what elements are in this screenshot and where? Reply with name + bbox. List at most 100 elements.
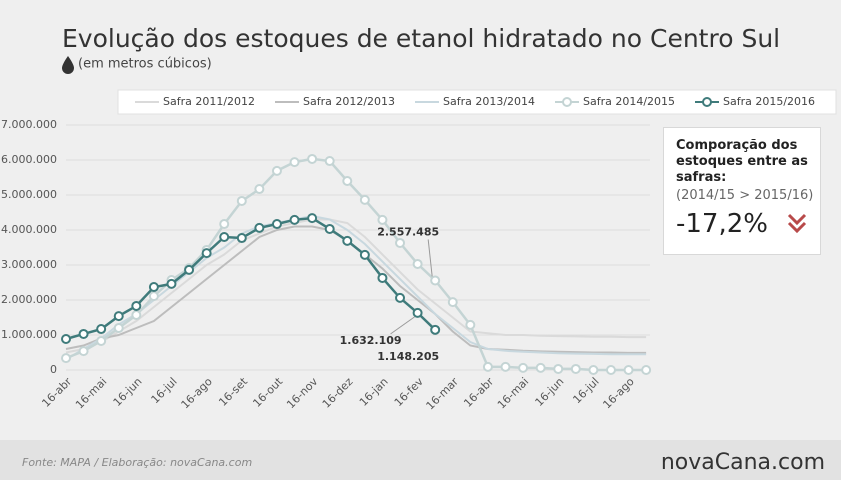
y-tick-label: 4.000.000 — [1, 223, 57, 236]
logo: novaCana.com — [661, 450, 825, 475]
leader-line — [390, 316, 415, 335]
data-point — [500, 361, 511, 372]
data-point — [219, 219, 230, 230]
series-line — [65, 157, 647, 372]
data-point — [184, 264, 195, 275]
data-point — [166, 278, 177, 289]
x-tick-label: 16-abr — [461, 375, 496, 410]
data-point — [359, 194, 370, 205]
data-point — [518, 362, 529, 373]
data-point — [289, 214, 300, 225]
source: Fonte: MAPA / Elaboração: novaCana.com — [22, 456, 252, 469]
data-point — [465, 319, 476, 330]
panel-comparison: (2014/15 > 2015/16) — [676, 188, 814, 203]
data-point — [219, 232, 230, 242]
x-tick-label: 16-ago — [600, 375, 637, 412]
x-tick-label: 16-fev — [392, 375, 426, 409]
data-point — [61, 333, 71, 344]
data-point — [201, 248, 212, 259]
data-point — [78, 346, 89, 357]
x-tick-label: 16-out — [250, 375, 285, 410]
legend-label: Safra 2013/2014 — [443, 95, 535, 108]
legend-label: Safra 2014/2015 — [583, 95, 675, 108]
x-tick-label: 16-abr — [39, 375, 74, 410]
data-point — [605, 365, 616, 375]
footer-band — [0, 440, 841, 480]
y-tick-label: 0 — [50, 363, 57, 376]
data-label: 1.148.205 — [377, 350, 439, 363]
data-point — [113, 311, 124, 322]
data-point — [131, 310, 142, 321]
data-point — [254, 222, 265, 233]
series-line — [65, 214, 647, 361]
data-point — [271, 219, 282, 230]
y-tick-label: 1.000.000 — [1, 328, 57, 341]
leader-line — [427, 239, 433, 277]
data-point — [96, 324, 107, 335]
x-tick-label: 16-dez — [320, 375, 356, 411]
data-point — [342, 235, 353, 246]
data-point — [430, 324, 441, 335]
data-point — [307, 153, 318, 164]
data-point — [588, 365, 599, 375]
x-tick-label: 16-jul — [149, 375, 180, 406]
data-point — [254, 184, 265, 195]
data-point — [430, 275, 441, 286]
data-point — [412, 307, 423, 318]
data-point — [131, 300, 142, 311]
data-point — [271, 165, 282, 176]
panel-change: -17,2% — [676, 209, 820, 239]
x-tick-label: 16-jul — [570, 375, 601, 406]
data-point — [377, 272, 388, 283]
panel-title: Comporação dos estoques entre as safras: — [676, 138, 808, 185]
x-tick-label: 16-jan — [357, 375, 391, 409]
y-tick-label: 6.000.000 — [1, 153, 57, 166]
data-point — [395, 237, 406, 248]
data-point — [307, 213, 318, 224]
data-point — [96, 335, 107, 346]
data-point — [359, 249, 370, 260]
legend-label: Safra 2011/2012 — [163, 95, 255, 108]
x-tick-label: 16-jun — [111, 375, 145, 409]
y-tick-label: 3.000.000 — [1, 258, 57, 271]
data-point — [623, 365, 634, 375]
chart-subtitle: (em metros cúbicos) — [78, 57, 212, 72]
data-point — [412, 258, 423, 269]
series-line — [65, 218, 647, 354]
drop-icon — [62, 56, 74, 74]
data-point — [113, 323, 124, 333]
data-label: 2.557.485 — [377, 225, 439, 238]
data-point — [148, 282, 159, 293]
y-tick-label: 7.000.000 — [1, 118, 57, 131]
data-point — [553, 363, 564, 374]
legend-label: Safra 2015/2016 — [723, 95, 815, 108]
legend-marker — [702, 97, 712, 107]
down-arrow — [788, 213, 807, 234]
data-point — [289, 157, 300, 168]
x-tick-label: 16-ago — [179, 375, 216, 412]
x-tick-label: 16-jun — [533, 375, 567, 409]
series-line — [65, 216, 437, 341]
y-tick-label: 5.000.000 — [1, 188, 57, 201]
x-tick-label: 16-mai — [495, 375, 531, 411]
data-point — [377, 214, 388, 225]
data-point — [78, 328, 89, 339]
data-point — [148, 291, 159, 302]
data-point — [447, 297, 458, 308]
data-point — [342, 176, 353, 186]
x-tick-label: 16-mar — [424, 375, 462, 413]
data-point — [395, 292, 406, 303]
change-value: -17,2% — [676, 209, 768, 239]
chart-title: Evolução dos estoques de etanol hidratad… — [62, 24, 780, 53]
x-tick-label: 16-mai — [73, 375, 109, 411]
data-point — [535, 362, 546, 373]
x-tick-label: 16-nov — [284, 375, 321, 412]
data-point — [61, 353, 71, 364]
data-point — [236, 233, 247, 244]
data-point — [570, 363, 581, 374]
data-point — [641, 365, 652, 375]
comparison-panel: Comporação dos estoques entre as safras:… — [663, 127, 821, 255]
data-point — [324, 156, 335, 167]
